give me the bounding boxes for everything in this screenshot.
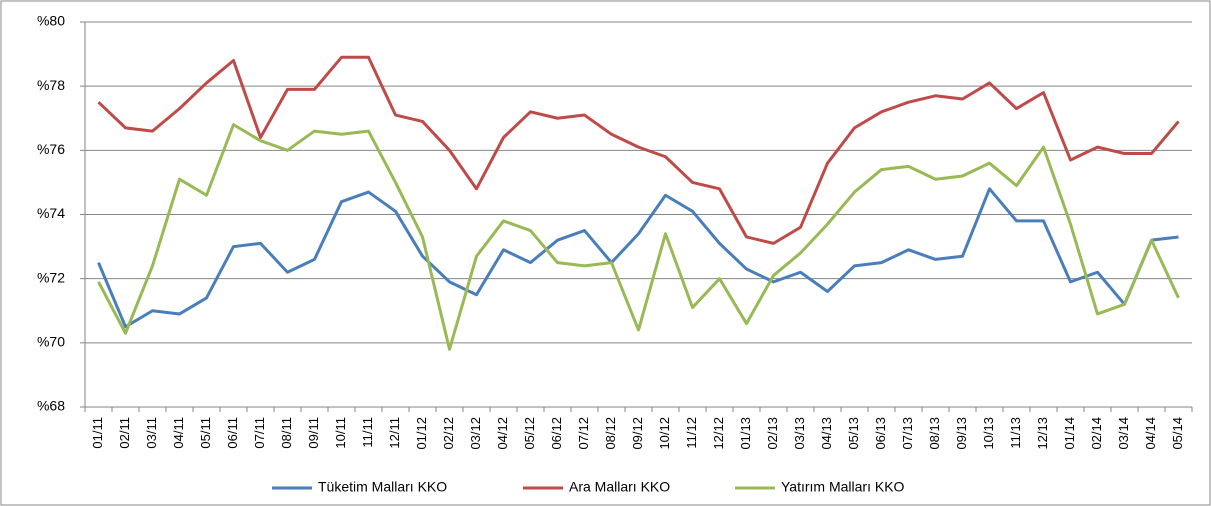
x-tick-label: 03/12 (468, 417, 483, 450)
x-tick-label: 07/12 (576, 417, 591, 450)
x-tick-label: 02/13 (765, 417, 780, 450)
x-tick-label: 09/13 (954, 417, 969, 450)
x-tick-label: 12/12 (711, 417, 726, 450)
x-tick-label: 11/11 (360, 417, 375, 448)
x-tick-label: 03/13 (792, 417, 807, 450)
x-tick-label: 08/13 (927, 417, 942, 450)
x-tick-label: 01/13 (738, 417, 753, 450)
x-tick-label: 05/13 (846, 417, 861, 450)
x-tick-label: 06/13 (873, 417, 888, 450)
legend-label: Tüketim Malları KKO (318, 479, 447, 495)
x-tick-label: 04/13 (819, 417, 834, 450)
x-tick-label: 03/11 (144, 417, 159, 449)
x-tick-label: 09/12 (630, 417, 645, 450)
x-tick-label: 08/11 (279, 417, 294, 449)
x-tick-label: 08/12 (603, 417, 618, 450)
x-tick-label: 06/12 (549, 417, 564, 450)
x-tick-label: 11/12 (684, 417, 699, 449)
legend-label: Ara Malları KKO (569, 479, 670, 495)
y-tick-label: %70 (37, 334, 65, 350)
x-tick-label: 02/11 (117, 417, 132, 449)
x-tick-label: 07/11 (252, 417, 267, 449)
y-tick-label: %72 (37, 269, 65, 285)
x-tick-label: 11/13 (1008, 417, 1023, 449)
x-tick-label: 10/11 (333, 417, 348, 449)
series-line (97, 55, 1180, 245)
x-tick-label: 07/13 (900, 417, 915, 450)
x-tick-label: 05/14 (1170, 417, 1185, 450)
x-tick-label: 12/11 (387, 417, 402, 449)
y-tick-label: %74 (37, 205, 65, 221)
x-tick-label: 01/12 (414, 417, 429, 450)
x-tick-label: 06/11 (225, 417, 240, 449)
y-tick-label: %78 (37, 77, 65, 93)
series-line (97, 187, 1179, 329)
x-tick-label: 01/14 (1062, 417, 1077, 450)
x-tick-label: 12/13 (1035, 417, 1050, 450)
x-tick-label: 10/13 (981, 417, 996, 450)
series-line (97, 123, 1180, 351)
x-tick-label: 05/11 (198, 417, 213, 449)
x-tick-label: 04/11 (171, 417, 186, 449)
y-tick-label: %76 (37, 141, 65, 157)
x-tick-label: 01/11 (90, 417, 105, 449)
x-tick-label: 02/14 (1089, 417, 1104, 450)
x-tick-label: 05/12 (522, 417, 537, 450)
x-tick-label: 10/12 (657, 417, 672, 450)
x-tick-label: 02/12 (441, 417, 456, 450)
y-tick-label: %68 (37, 398, 65, 414)
x-tick-label: 04/12 (495, 417, 510, 450)
y-tick-label: %80 (37, 13, 65, 29)
x-tick-label: 04/14 (1143, 417, 1158, 450)
x-tick-label: 09/11 (306, 417, 321, 449)
x-tick-label: 03/14 (1116, 417, 1131, 450)
legend-label: Yatırım Malları KKO (781, 479, 905, 495)
